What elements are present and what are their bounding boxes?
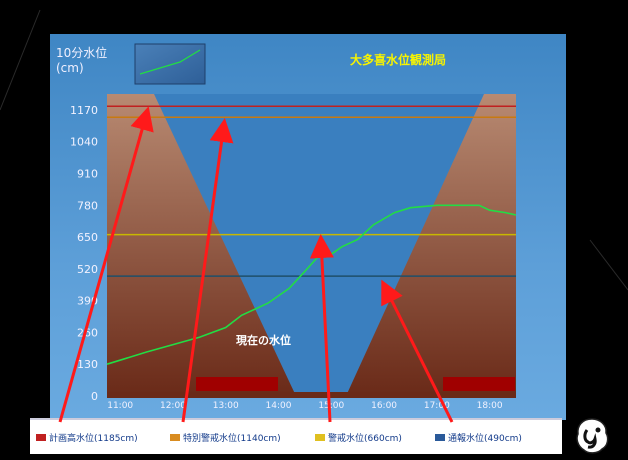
- mascot-logo: [576, 418, 609, 454]
- x-tick-label: 16:00: [371, 401, 397, 411]
- x-tick-label: 18:00: [477, 401, 503, 411]
- y-tick-label: 130: [77, 358, 98, 371]
- highlight-box-left: [196, 377, 278, 391]
- y-tick-label: 520: [77, 263, 98, 276]
- x-tick-label: 14:00: [266, 401, 292, 411]
- y-tick-label: 390: [77, 295, 98, 308]
- series-legend-swatch: [134, 43, 206, 85]
- x-tick-label: 11:00: [107, 401, 133, 411]
- x-tick-label: 13:00: [213, 401, 239, 411]
- y-tick-label: 0: [91, 390, 98, 403]
- legend-swatch: [435, 434, 445, 441]
- legend-swatch: [36, 434, 46, 441]
- y-tick-label: 1040: [70, 136, 98, 149]
- station-title: 大多喜水位観測局: [350, 53, 447, 67]
- river-bed: [107, 392, 516, 398]
- legend-swatch: [170, 434, 180, 441]
- series-legend-line: [139, 49, 201, 75]
- x-tick-label: 15:00: [318, 401, 344, 411]
- legend-label: 警戒水位(660cm): [328, 434, 402, 444]
- legend-item-planned-high: 計画高水位(1185cm): [36, 431, 138, 444]
- y-tick-label: 1170: [70, 104, 98, 117]
- water-level-chart: 1170 1040 910 780 650 520 390 260 130 0 11:00 12:0…: [70, 43, 517, 411]
- legend-swatch: [315, 434, 325, 441]
- y-tick-label: 260: [77, 326, 98, 339]
- x-tick-label: 12:00: [160, 401, 186, 411]
- legend-item-special-warning: 特別警戒水位(1140cm): [170, 431, 281, 444]
- water-level-line: [106, 204, 517, 365]
- legend-item-warning: 警戒水位(660cm): [315, 431, 402, 444]
- y-axis-label-line2: (cm): [56, 61, 84, 75]
- chart-panel: 1170 1040 910 780 650 520 390 260 130 0 11:00 12:0…: [50, 34, 566, 420]
- threshold-legend: 計画高水位(1185cm) 特別警戒水位(1140cm) 警戒水位(660cm)…: [30, 418, 562, 454]
- legend-item-notification: 通報水位(490cm): [435, 431, 522, 444]
- legend-label: 通報水位(490cm): [448, 434, 522, 444]
- y-tick-label: 910: [77, 167, 98, 180]
- legend-label: 特別警戒水位(1140cm): [183, 434, 281, 444]
- y-tick-label: 650: [77, 231, 98, 244]
- y-tick-label: 780: [77, 199, 98, 212]
- highlight-box-right: [443, 377, 515, 391]
- legend-label: 計画高水位(1185cm): [49, 434, 138, 444]
- x-tick-label: 17:00: [424, 401, 450, 411]
- current-level-label: 現在の水位: [236, 334, 291, 347]
- y-axis-label-line1: 10分水位: [56, 46, 108, 60]
